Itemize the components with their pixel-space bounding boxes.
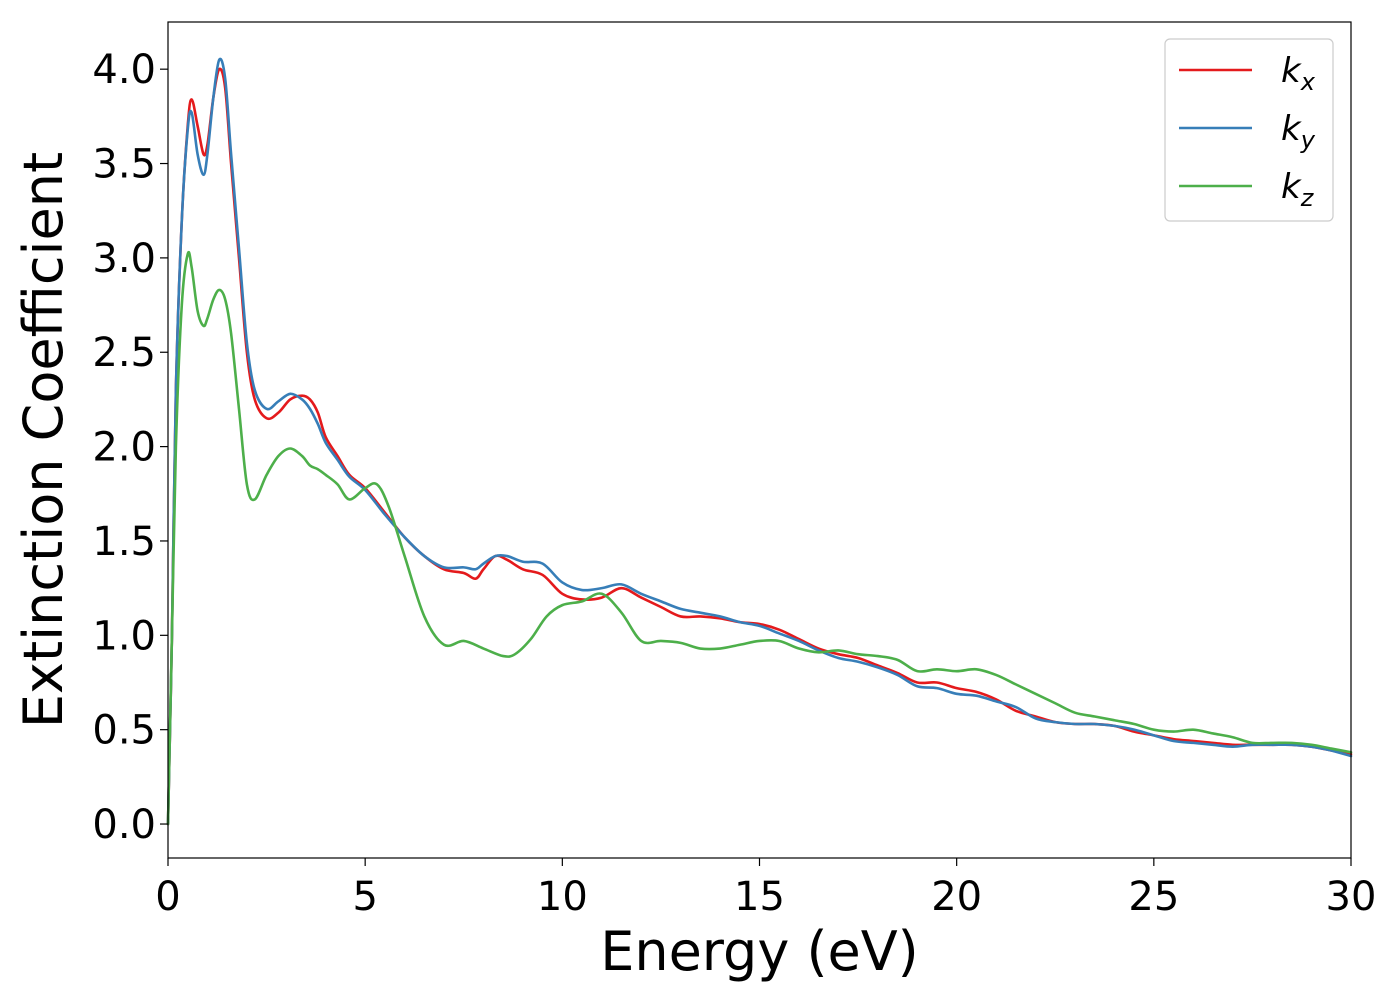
y-tick-label: 0.5 [92, 708, 156, 754]
series-line-kz [166, 250, 1353, 826]
x-tick-label: 20 [931, 874, 982, 920]
y-tick-label: 3.5 [92, 142, 156, 188]
x-axis-ticks: 0 5 10 15 20 25 30 [155, 858, 1376, 920]
legend-box [1164, 38, 1334, 222]
x-axis-label: Energy (eV) [600, 920, 919, 983]
x-tick-label: 5 [352, 874, 377, 920]
y-tick-label: 1.0 [92, 613, 156, 659]
series-line-ky [166, 57, 1353, 826]
legend: kx ky kz [1164, 38, 1334, 222]
y-tick-label: 1.5 [92, 519, 156, 565]
y-tick-label: 0.0 [92, 802, 156, 848]
legend-label-ky: ky [1281, 109, 1316, 154]
y-axis-label: Extinction Coefficient [12, 152, 75, 728]
y-tick-label: 2.5 [92, 330, 156, 376]
y-axis-ticks: 0.0 0.5 1.0 1.5 2.0 2.5 3.0 3.5 4.0 [92, 47, 168, 848]
x-tick-label: 30 [1326, 874, 1377, 920]
plot-lines [166, 57, 1353, 826]
y-tick-label: 4.0 [92, 47, 156, 93]
y-tick-label: 3.0 [92, 236, 156, 282]
x-tick-label: 10 [537, 874, 588, 920]
x-tick-label: 0 [155, 874, 180, 920]
x-tick-label: 15 [734, 874, 785, 920]
legend-label-kx: kx [1281, 51, 1316, 96]
y-tick-label: 2.0 [92, 425, 156, 471]
x-tick-label: 25 [1128, 874, 1179, 920]
legend-label-kz: kz [1281, 167, 1315, 212]
